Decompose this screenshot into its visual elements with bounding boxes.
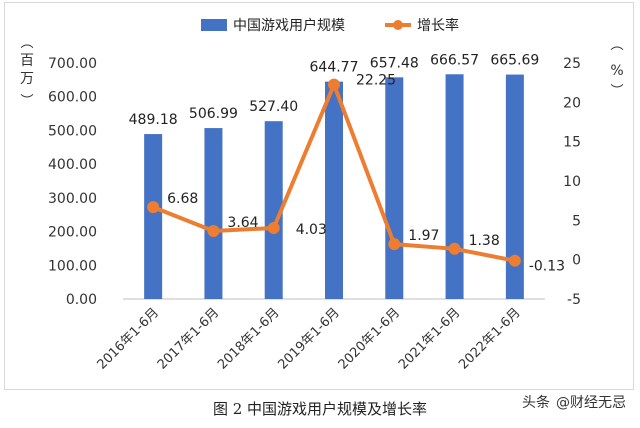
bar-value-label: 527.40	[249, 99, 298, 115]
bar	[264, 121, 283, 299]
x-tick-label: 2022年1-6月	[456, 305, 523, 372]
legend-swatch-line-marker	[393, 20, 403, 30]
growth-point	[207, 225, 220, 238]
y-right-tick-label: 15	[563, 135, 581, 151]
x-tick-label: 2018年1-6月	[215, 305, 282, 372]
y-right-tick-label: 5	[572, 213, 581, 229]
growth-value-label: 4.03	[296, 222, 327, 238]
growth-point	[328, 78, 340, 91]
legend-label-line: 增长率	[417, 17, 459, 34]
bar-value-label: 644.77	[310, 60, 359, 76]
bar	[204, 128, 223, 299]
watermark: 头条 @财经无忌	[522, 392, 626, 412]
bar-value-label: 666.57	[430, 52, 479, 68]
y-right-paren-close: ︶	[610, 84, 623, 99]
growth-point	[147, 201, 160, 214]
growth-point	[388, 238, 401, 251]
growth-value-label: 3.64	[227, 215, 258, 231]
x-tick-label: 2020年1-6月	[336, 305, 403, 372]
y-right-paren-open: ︵	[610, 38, 623, 53]
watermark-source: 头条	[522, 395, 550, 411]
legend-label-bar: 中国游戏用户规模	[233, 17, 345, 34]
legend-swatch-bar	[201, 19, 227, 31]
watermark-handle: @财经无忌	[556, 395, 626, 411]
growth-point	[267, 221, 280, 234]
growth-value-label: 1.38	[469, 233, 500, 249]
chart-frame: 0.00 100.00 200.00 300.00 400.00 500.00 600.00…	[4, 2, 634, 390]
chart: 0.00 100.00 200.00 300.00 400.00 500.00 600.00…	[20, 17, 624, 373]
y-right-label: %	[610, 63, 623, 79]
growth-point	[448, 242, 461, 255]
y-right-tick-label: 25	[563, 56, 581, 72]
bar-value-label: 506.99	[189, 106, 238, 122]
y-left-tick-label: 500.00	[48, 123, 97, 139]
y-left-tick-label: 0.00	[66, 292, 97, 308]
y-left-tick-label: 100.00	[48, 258, 97, 274]
bar	[325, 81, 343, 300]
bar	[505, 74, 524, 299]
y-right-tick-label: -5	[567, 292, 581, 308]
x-tick-label: 2021年1-6月	[396, 305, 463, 372]
x-tick-label: 2016年1-6月	[95, 305, 162, 372]
bar-value-label: 657.48	[370, 55, 419, 71]
y-left-label-char: 万	[20, 71, 34, 87]
growth-value-label: 1.97	[408, 228, 439, 244]
x-tick-label: 2017年1-6月	[155, 305, 222, 372]
y-left-tick-label: 600.00	[48, 90, 97, 106]
x-tick-label: 2019年1-6月	[275, 305, 342, 372]
y-left-tick-label: 700.00	[48, 56, 97, 72]
bar-value-label: 665.69	[490, 53, 539, 69]
y-left-paren-close: ︶	[20, 94, 33, 109]
y-right-tick-label: 0	[572, 253, 581, 269]
growth-value-label: 22.25	[356, 73, 396, 89]
bar-value-label: 489.18	[129, 112, 178, 128]
y-left-paren-open: ︵	[20, 36, 33, 51]
y-left-tick-label: 300.00	[48, 191, 97, 207]
y-right-tick-label: 10	[563, 174, 581, 190]
figure-caption: 图 2 中国游戏用户规模及增长率	[212, 400, 428, 418]
growth-point	[508, 254, 521, 267]
bar	[144, 134, 163, 299]
growth-value-label: 6.68	[167, 191, 198, 207]
bar	[445, 74, 464, 299]
bar	[385, 77, 404, 299]
growth-value-label: -0.13	[529, 259, 565, 275]
y-left-tick-label: 200.00	[48, 225, 97, 241]
y-left-label-char: 百	[20, 53, 34, 69]
y-left-tick-label: 400.00	[48, 157, 97, 173]
y-right-tick-label: 20	[563, 95, 581, 111]
